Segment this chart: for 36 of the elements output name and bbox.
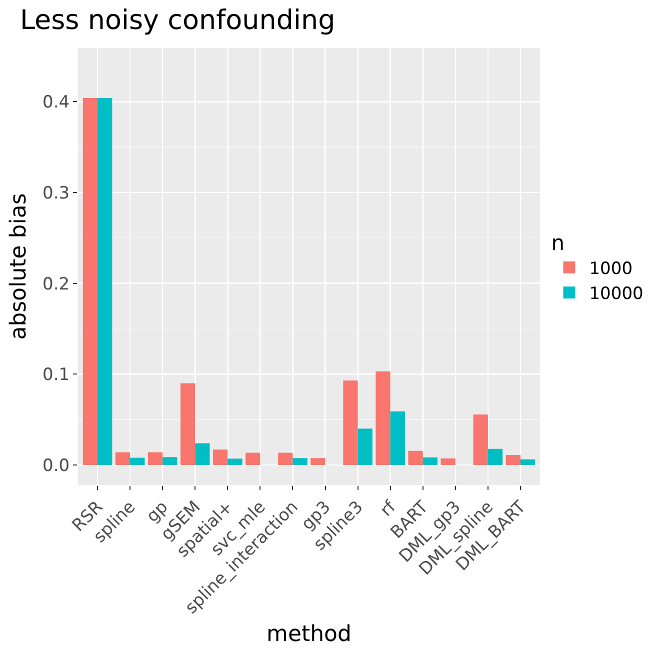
bar (343, 380, 358, 466)
bar (376, 371, 390, 466)
x-axis-title: method (266, 622, 352, 647)
bar (310, 458, 326, 466)
bar (148, 452, 163, 466)
bar (422, 457, 438, 466)
y-tick-label: 0.2 (42, 274, 70, 294)
bar (130, 458, 145, 466)
bar (98, 98, 112, 466)
bar (180, 383, 196, 466)
bar (488, 448, 503, 466)
legend-label: 10000 (589, 284, 644, 304)
bar (440, 458, 456, 466)
bar (213, 450, 228, 466)
bar (115, 452, 130, 466)
bar (162, 457, 178, 466)
bar (82, 98, 98, 466)
bar (292, 458, 308, 466)
y-axis-title: absolute bias (6, 193, 32, 340)
y-tick-label: 0.3 (42, 183, 70, 204)
legend-label: 1000 (589, 258, 633, 279)
bar (390, 411, 405, 466)
bar (506, 455, 520, 466)
chart-title: Less noisy confounding (20, 4, 336, 36)
bar (278, 452, 293, 466)
y-tick-label: 0.4 (42, 92, 70, 113)
y-tick-label: 0.0 (42, 456, 70, 476)
bar (195, 443, 210, 466)
y-tick-label: 0.1 (42, 365, 70, 386)
bar (358, 428, 372, 466)
bar (473, 414, 488, 466)
bar (228, 458, 242, 466)
legend-title: n (551, 230, 565, 255)
bar (408, 450, 423, 466)
bar (520, 459, 536, 466)
bar (246, 452, 260, 466)
